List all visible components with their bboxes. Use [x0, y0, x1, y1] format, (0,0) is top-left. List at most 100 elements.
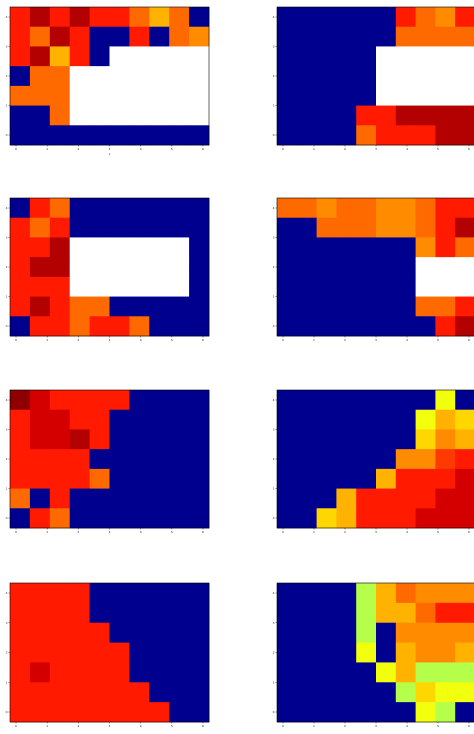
- x-tick-label: 3: [375, 338, 377, 342]
- heatmap-cell: [336, 316, 357, 337]
- heatmap-cell: [376, 198, 397, 219]
- x-tick-label: 1: [313, 338, 315, 342]
- x-tick-label: 1: [46, 338, 48, 342]
- x-tick-label: 1: [313, 530, 315, 534]
- heatmap-cell: [435, 105, 456, 126]
- heatmap-cell: [435, 390, 456, 411]
- heatmap-cell: [336, 237, 357, 258]
- heatmap-cell: [395, 257, 416, 278]
- heatmap-cell: [149, 66, 170, 87]
- heatmap-cell: [415, 257, 436, 278]
- heatmap-cell: [296, 682, 317, 703]
- heatmap-cell: [109, 622, 130, 643]
- heatmap-cell: [149, 257, 170, 278]
- heatmap-cell: [149, 46, 170, 67]
- heatmap-cell: [49, 622, 71, 643]
- heatmap-cell: [277, 7, 298, 28]
- heatmap-cell: [435, 602, 456, 624]
- heatmap-cell: [316, 237, 337, 258]
- heatmap-cell: [49, 429, 71, 450]
- heatmap-cell: [455, 125, 474, 146]
- heatmap-cell: [296, 26, 317, 47]
- y-tick-label: 3: [6, 428, 8, 432]
- heatmap-cell: [376, 508, 397, 529]
- heatmap-cell: [49, 276, 71, 297]
- heatmap-cell: [129, 662, 150, 683]
- heatmap-cell: [69, 296, 90, 317]
- heatmap-cell: [277, 702, 298, 723]
- x-tick-label: 5: [437, 338, 439, 342]
- heatmap-cell: [415, 316, 436, 337]
- heatmap-cell: [129, 602, 150, 624]
- heatmap-cell: [395, 583, 416, 604]
- heatmap-cell: [169, 622, 190, 643]
- heatmap-cell: [29, 602, 51, 624]
- heatmap-cell: [129, 85, 150, 106]
- heatmap-cell: [356, 198, 377, 219]
- heatmap-cell: [29, 642, 51, 663]
- x-tick-label: 5: [437, 530, 439, 534]
- heatmap-cell: [189, 488, 210, 509]
- y-tick-label: 4: [6, 591, 8, 595]
- heatmap-cell: [69, 85, 90, 106]
- heatmap-cell: [415, 7, 436, 28]
- heatmap-cell: [89, 409, 110, 430]
- heatmap-cell: [277, 662, 298, 683]
- heatmap-cell: [109, 66, 130, 87]
- heatmap-cell: [296, 662, 317, 683]
- heatmap-cell: [336, 296, 357, 317]
- heatmap-cell: [109, 508, 130, 529]
- heatmap-cell: [29, 622, 51, 643]
- heatmap-cell: [296, 642, 317, 663]
- heatmap-cell: [455, 390, 474, 411]
- heatmap-cell: [49, 390, 71, 411]
- heatmap-cell: [129, 125, 150, 146]
- x-tick-label: 4: [406, 530, 408, 534]
- heatmap-cell: [415, 125, 436, 146]
- x-tick-label: 6: [202, 530, 204, 534]
- heatmap-cell: [129, 276, 150, 297]
- heatmap-cell: [89, 217, 110, 238]
- heatmap-cell: [149, 602, 170, 624]
- heatmap-cell: [376, 66, 397, 87]
- heatmap-cell: [149, 85, 170, 106]
- y-tick-label: 1: [273, 487, 275, 491]
- heatmap-cell: [169, 66, 190, 87]
- heatmap-cell: [435, 583, 456, 604]
- heatmap-cell: [109, 468, 130, 489]
- heatmap-cell: [10, 488, 31, 509]
- heatmap-cell: [277, 390, 298, 411]
- x-tick-label: 2: [344, 147, 346, 151]
- heatmap-cell: [169, 488, 190, 509]
- heatmap-cell: [336, 583, 357, 604]
- heatmap-cell: [316, 602, 337, 624]
- heatmap-cell: [435, 429, 456, 450]
- heatmap-cell: [149, 508, 170, 529]
- heatmap-cell: [10, 429, 31, 450]
- heatmap-cell: [49, 449, 71, 470]
- x-tick-label: 5: [171, 338, 173, 342]
- heatmap-cell: [129, 316, 150, 337]
- heatmap-cell: [89, 682, 110, 703]
- y-tick-label: 0: [273, 133, 275, 137]
- heatmap-panel-4: 0 1 2 3 4 5 6 0 1 2 3 4: [273, 197, 474, 342]
- heatmap-cell: [189, 276, 210, 297]
- heatmap-cell: [395, 7, 416, 28]
- heatmap-cell: [435, 26, 456, 47]
- heatmap-cell: [10, 409, 31, 430]
- heatmap-cell: [149, 468, 170, 489]
- heatmap-cell: [89, 198, 110, 219]
- heatmap-cell: [296, 198, 317, 219]
- heatmap-cell: [49, 237, 71, 258]
- heatmap-cell: [169, 429, 190, 450]
- heatmap-cell: [296, 46, 317, 67]
- y-tick-label: 2: [273, 457, 275, 461]
- heatmap-cell: [169, 583, 190, 604]
- heatmap-cell: [336, 602, 357, 624]
- heatmap-cell: [89, 602, 110, 624]
- heatmap-cell: [316, 449, 337, 470]
- heatmap-cell: [109, 198, 130, 219]
- heatmap-cell: [89, 257, 110, 278]
- y-tick-label: 1: [6, 104, 8, 108]
- heatmap-cell: [395, 125, 416, 146]
